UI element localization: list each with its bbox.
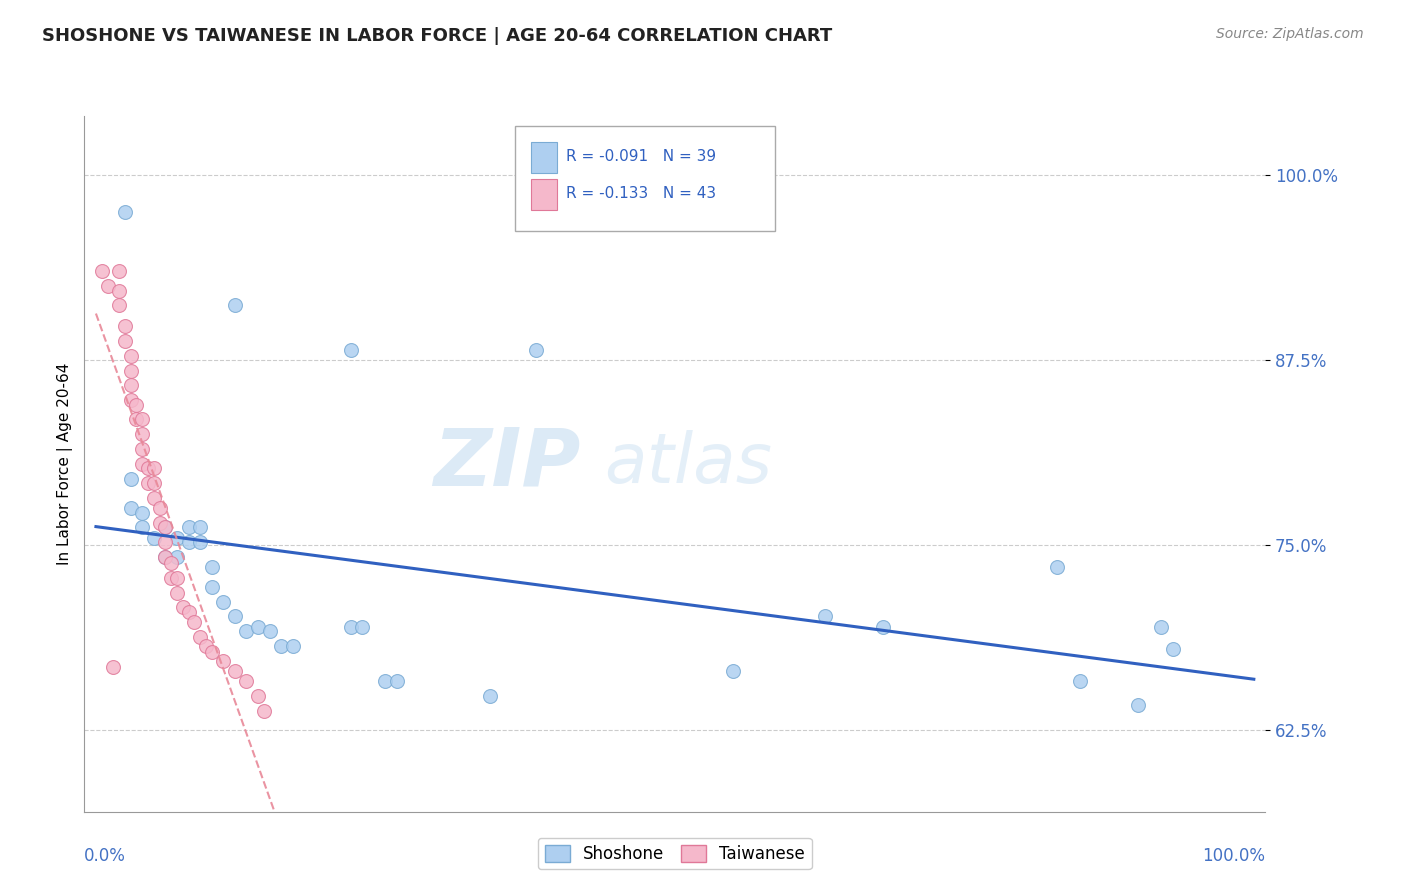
Point (201, 560, 224, 574)
Point (281, 639, 304, 653)
Text: R = -0.091   N = 39: R = -0.091 N = 39 (567, 149, 716, 164)
Point (166, 585, 188, 599)
Bar (531, 142, 557, 173)
Point (212, 654, 235, 668)
Text: 0.0%: 0.0% (84, 847, 127, 865)
Point (131, 442, 153, 456)
Point (177, 520, 200, 534)
Point (1161, 641, 1184, 656)
Point (120, 393, 142, 408)
Point (177, 535, 200, 549)
Point (247, 690, 270, 704)
Point (166, 571, 188, 585)
Point (131, 506, 153, 520)
Point (90, 264, 112, 278)
Point (1069, 674, 1091, 689)
Point (155, 550, 177, 565)
Point (125, 398, 148, 412)
Point (259, 624, 281, 639)
Point (1046, 560, 1069, 574)
Point (814, 609, 837, 624)
Point (339, 343, 361, 357)
Point (352, 620, 374, 634)
Point (177, 605, 200, 619)
Legend: Shoshone, Taiwanese: Shoshone, Taiwanese (538, 838, 811, 870)
Point (188, 630, 211, 644)
Point (136, 476, 159, 491)
Point (114, 205, 136, 219)
Point (478, 690, 501, 704)
Point (114, 334, 136, 348)
Point (339, 620, 361, 634)
FancyBboxPatch shape (516, 127, 775, 231)
Point (188, 520, 211, 534)
Point (201, 580, 224, 594)
Point (149, 516, 172, 530)
Point (235, 674, 257, 689)
Point (160, 571, 183, 585)
Point (131, 457, 153, 471)
Point (524, 343, 547, 357)
Point (131, 427, 153, 442)
Point (108, 298, 131, 312)
Point (96, 279, 118, 293)
Point (385, 674, 408, 689)
Y-axis label: In Labor Force | Age 20-64: In Labor Force | Age 20-64 (58, 363, 73, 565)
Point (172, 600, 194, 615)
Point (149, 501, 172, 516)
Point (120, 501, 142, 516)
Point (166, 550, 188, 565)
Text: SHOSHONE VS TAIWANESE IN LABOR FORCE | AGE 20-64 CORRELATION CHART: SHOSHONE VS TAIWANESE IN LABOR FORCE | A… (42, 27, 832, 45)
Point (155, 520, 177, 534)
Point (1126, 698, 1149, 713)
Point (131, 412, 153, 426)
Point (194, 639, 217, 653)
Point (120, 349, 142, 363)
Point (155, 550, 177, 565)
Point (155, 520, 177, 534)
Point (224, 609, 246, 624)
Point (188, 535, 211, 549)
Point (212, 594, 235, 608)
Point (872, 620, 894, 634)
Point (155, 535, 177, 549)
Text: atlas: atlas (605, 430, 772, 498)
Point (142, 531, 165, 545)
Point (247, 620, 270, 634)
Text: 100.0%: 100.0% (1202, 847, 1265, 865)
Point (103, 659, 125, 673)
Point (120, 378, 142, 392)
Point (108, 284, 131, 298)
Point (136, 461, 159, 475)
Point (253, 704, 276, 718)
Point (114, 319, 136, 334)
Point (1150, 620, 1173, 634)
Point (160, 556, 183, 570)
Point (120, 472, 142, 486)
Point (142, 491, 165, 505)
Point (224, 298, 246, 312)
Point (142, 461, 165, 475)
Point (120, 363, 142, 377)
Text: Source: ZipAtlas.com: Source: ZipAtlas.com (1216, 27, 1364, 41)
Point (142, 476, 165, 491)
Point (183, 615, 205, 630)
Point (131, 520, 153, 534)
Bar (531, 178, 557, 210)
Point (224, 664, 246, 678)
Point (125, 412, 148, 426)
Point (374, 674, 396, 689)
Point (721, 664, 744, 678)
Point (270, 639, 292, 653)
Point (235, 624, 257, 639)
Text: R = -0.133   N = 43: R = -0.133 N = 43 (567, 186, 716, 202)
Text: ZIP: ZIP (433, 425, 581, 503)
Point (166, 531, 188, 545)
Point (201, 645, 224, 659)
Point (108, 264, 131, 278)
